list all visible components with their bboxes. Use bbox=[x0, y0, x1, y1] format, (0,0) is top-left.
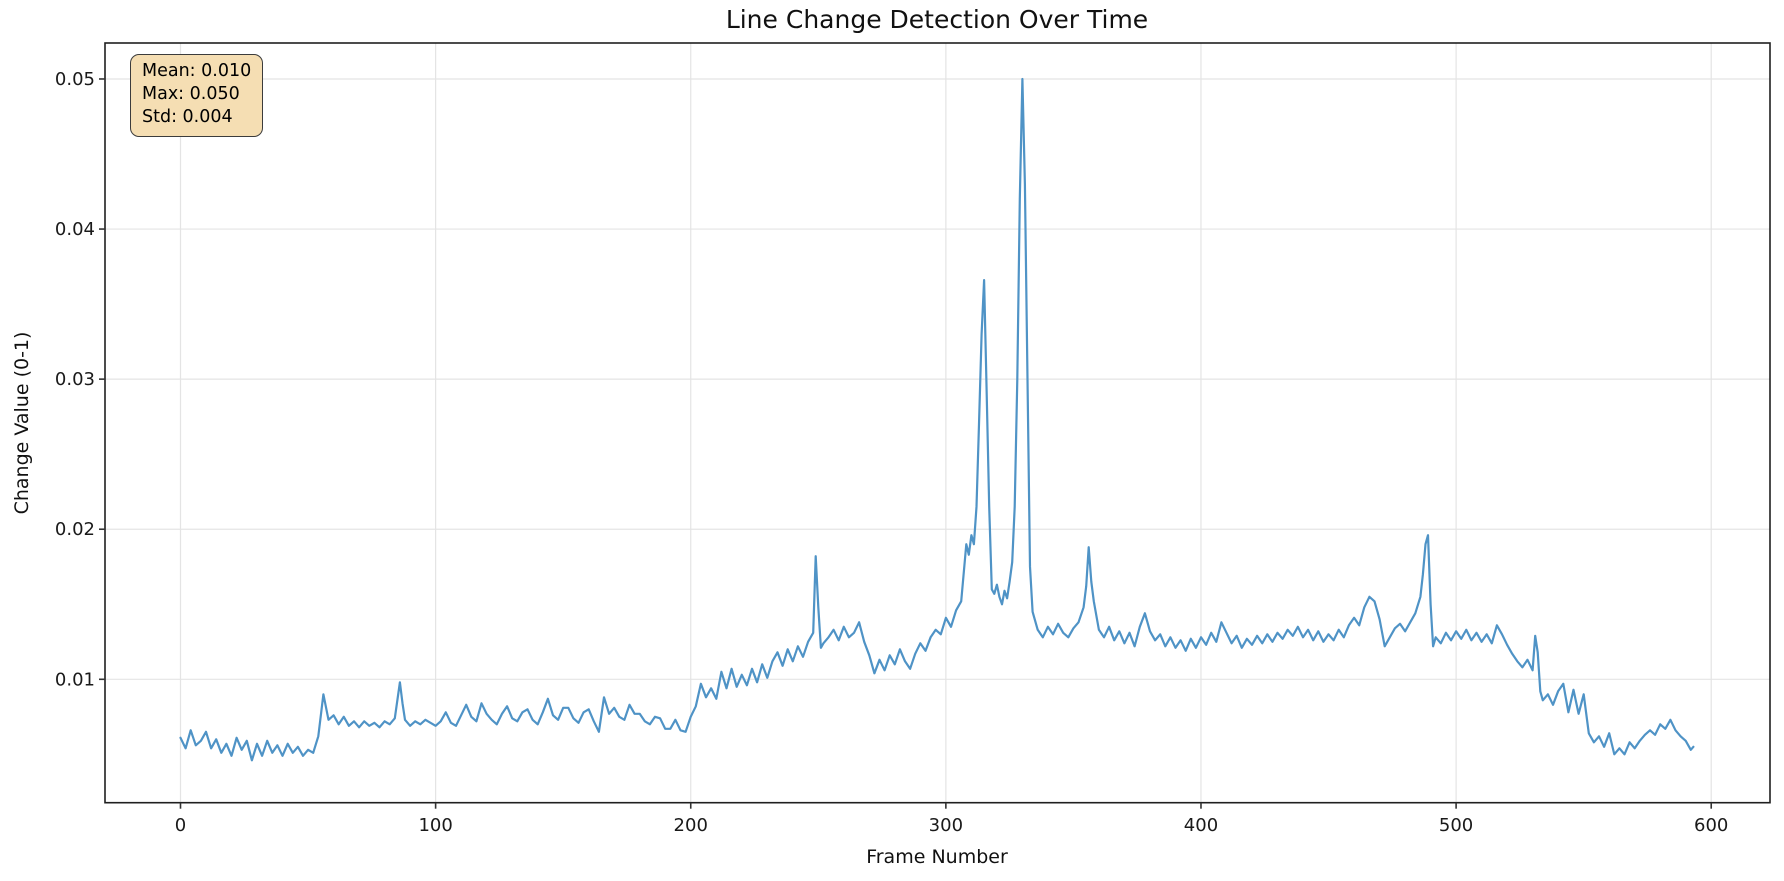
axes-spines bbox=[104, 42, 1771, 804]
x-tick-label: 100 bbox=[418, 815, 452, 836]
x-tick-label: 500 bbox=[1439, 815, 1473, 836]
y-tick-label: 0.05 bbox=[55, 69, 95, 90]
chart-title: Line Change Detection Over Time bbox=[726, 5, 1148, 34]
data-layer bbox=[179, 77, 1695, 762]
x-tick-label: 400 bbox=[1184, 815, 1218, 836]
change-value-line bbox=[179, 77, 1695, 762]
x-tick-label: 300 bbox=[929, 815, 963, 836]
axes-layer bbox=[99, 42, 1771, 809]
x-tick-label: 0 bbox=[175, 815, 186, 836]
stats-mean: Mean: 0.010 bbox=[142, 61, 252, 81]
stats-max: Max: 0.050 bbox=[142, 84, 240, 105]
y-tick-label: 0.03 bbox=[55, 369, 95, 390]
y-axis-label: Change Value (0-1) bbox=[11, 332, 33, 515]
x-tick-label: 600 bbox=[1694, 815, 1728, 836]
stats-std: Std: 0.004 bbox=[142, 107, 233, 128]
y-tick-label: 0.01 bbox=[55, 669, 95, 690]
y-tick-label: 0.04 bbox=[55, 219, 95, 240]
x-tick-label: 200 bbox=[674, 815, 708, 836]
grid-layer bbox=[105, 43, 1770, 803]
tick-label-layer: 0 100 200 300 400 500 600 0.01 0.02 0.03 0.04 0.05 bbox=[55, 69, 1728, 836]
x-axis-label: Frame Number bbox=[866, 846, 1008, 868]
stats-box: Mean: 0.010 Max: 0.050 Std: 0.004 bbox=[130, 54, 264, 138]
y-tick-label: 0.02 bbox=[55, 519, 95, 540]
